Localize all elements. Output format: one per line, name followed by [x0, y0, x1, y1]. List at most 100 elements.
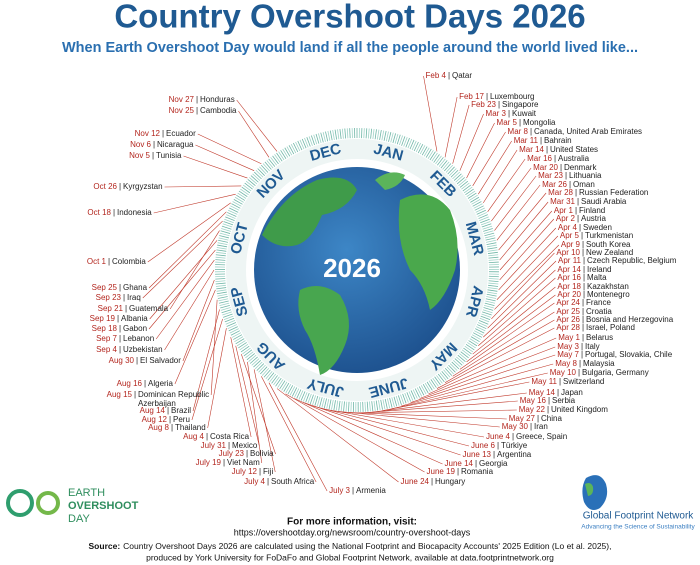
month-label: APR — [462, 284, 487, 319]
country-name: United States — [550, 145, 598, 154]
day-tick — [433, 154, 440, 163]
day-tick — [422, 384, 429, 394]
overshoot-date: May 3 — [557, 342, 579, 351]
day-tick — [408, 391, 414, 401]
leader-line — [452, 311, 555, 377]
day-tick — [439, 372, 447, 381]
separator: | — [125, 304, 127, 313]
separator: | — [575, 206, 577, 215]
separator: | — [108, 257, 110, 266]
source-line: Source: Country Overshoot Days 2026 are c… — [89, 541, 612, 551]
day-tick — [295, 141, 301, 152]
day-tick — [337, 129, 340, 140]
overshoot-date: June 14 — [445, 459, 474, 468]
country-name: Malaysia — [583, 359, 615, 368]
separator: | — [530, 422, 532, 431]
country-name: Fiji — [263, 467, 273, 476]
day-tick — [477, 324, 487, 330]
separator: | — [167, 406, 169, 415]
day-tick — [264, 161, 272, 170]
day-tick — [277, 379, 284, 388]
day-tick — [487, 291, 498, 295]
separator: | — [581, 231, 583, 240]
country-name: Serbia — [552, 396, 576, 405]
day-tick — [454, 358, 463, 366]
day-tick — [400, 394, 405, 405]
leader-line — [164, 185, 242, 188]
leader-line — [371, 392, 527, 413]
leader-line — [472, 286, 556, 355]
day-tick — [479, 317, 490, 323]
country-name: Denmark — [564, 163, 597, 172]
eod-logo-line: DAY — [68, 513, 90, 525]
day-tick — [250, 175, 259, 183]
day-tick — [387, 398, 391, 409]
day-tick — [412, 389, 418, 399]
day-tick — [288, 145, 295, 155]
overshoot-date: June 13 — [463, 450, 492, 459]
day-tick — [308, 136, 313, 146]
day-tick — [406, 392, 412, 402]
day-tick — [427, 150, 434, 159]
overshoot-date: Mar 31 — [550, 197, 575, 206]
day-tick — [477, 322, 488, 327]
day-tick — [273, 376, 280, 386]
separator: | — [583, 273, 585, 282]
day-tick — [235, 338, 245, 345]
day-tick — [225, 216, 235, 222]
day-tick — [488, 261, 499, 264]
leader-line — [294, 398, 443, 465]
day-tick — [380, 399, 383, 410]
day-tick — [444, 163, 452, 172]
day-tick — [313, 134, 318, 145]
leader-line — [499, 218, 555, 281]
day-tick — [414, 388, 420, 398]
separator: | — [475, 459, 477, 468]
leader-line — [466, 122, 495, 179]
day-tick — [263, 369, 271, 378]
day-tick — [389, 397, 393, 408]
separator: | — [560, 163, 562, 172]
day-tick — [246, 353, 255, 361]
day-tick — [219, 232, 230, 237]
separator: | — [119, 334, 121, 343]
day-tick — [249, 177, 258, 185]
country-name: Indonesia — [117, 208, 152, 217]
day-tick — [478, 214, 488, 219]
overshoot-date: May 22 — [519, 405, 546, 414]
day-tick — [335, 400, 339, 411]
country-name: Guatemala — [129, 304, 169, 313]
leader-line — [444, 96, 458, 158]
day-tick — [432, 377, 439, 387]
overshoot-date: Aug 30 — [109, 356, 135, 365]
day-tick — [430, 379, 437, 388]
overshoot-date: Sep 23 — [96, 293, 122, 302]
day-tick — [236, 340, 246, 347]
day-tick — [266, 160, 274, 169]
day-tick — [488, 278, 499, 280]
overshoot-date: Apr 1 — [554, 206, 574, 215]
leader-line — [253, 369, 276, 473]
overshoot-date: July 3 — [329, 486, 350, 495]
overshoot-date: Apr 4 — [558, 223, 578, 232]
leader-line — [491, 252, 555, 320]
overshoot-date: Aug 16 — [117, 379, 143, 388]
day-tick — [315, 133, 320, 144]
country-name: Austria — [581, 214, 606, 223]
url[interactable]: https://overshootday.org/newsroom/countr… — [234, 527, 471, 537]
day-tick — [222, 223, 233, 228]
day-tick — [220, 307, 231, 311]
day-tick — [425, 148, 432, 158]
day-tick — [485, 237, 496, 241]
day-tick — [326, 398, 330, 409]
separator: | — [557, 388, 559, 397]
overshoot-date: June 24 — [401, 477, 430, 486]
day-tick — [475, 207, 485, 213]
day-tick — [405, 137, 410, 148]
country-name: Bolivia — [250, 449, 274, 458]
leader-line — [322, 408, 485, 438]
day-tick — [482, 311, 492, 316]
overshoot-date: Feb 4 — [426, 71, 447, 80]
